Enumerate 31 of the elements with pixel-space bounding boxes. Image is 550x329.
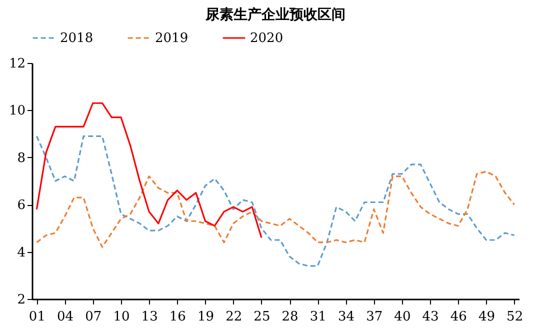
- y-tick-label: 4: [17, 245, 26, 260]
- chart-title: 尿素生产企业预收区间: [204, 6, 346, 23]
- y-tick-label: 12: [8, 56, 26, 72]
- x-tick-label: 40: [394, 310, 411, 324]
- x-tick-label: 37: [366, 310, 383, 324]
- x-tick-label: 04: [57, 310, 74, 324]
- line-series: [36, 170, 516, 248]
- x-tick-label: 28: [282, 310, 298, 324]
- y-tick-label: 2: [17, 292, 26, 308]
- x-tick-label: 34: [338, 310, 355, 324]
- x-tick-label: 13: [141, 310, 158, 324]
- x-tick-label: 22: [226, 310, 242, 324]
- legend-label: 2018: [60, 31, 94, 46]
- x-tick-label: 19: [197, 310, 214, 324]
- y-tick-label: 8: [17, 150, 26, 166]
- y-tick-label: 10: [8, 104, 26, 119]
- x-tick-label: 43: [422, 310, 439, 324]
- x-tick-label: 10: [113, 310, 130, 324]
- x-tick-label: 49: [478, 310, 495, 324]
- x-tick-label: 52: [506, 310, 524, 324]
- x-tick-label: 25: [254, 310, 270, 324]
- x-tick-label: 07: [85, 310, 102, 324]
- x-tick-label: 31: [310, 310, 326, 324]
- y-tick-label: 6: [17, 198, 26, 214]
- legend-label: 2019: [155, 31, 188, 46]
- x-tick-label: 01: [28, 310, 46, 324]
- line-series: [36, 135, 516, 267]
- line-series: [36, 102, 262, 238]
- x-tick-label: 46: [450, 310, 467, 324]
- x-tick-label: 16: [169, 310, 186, 324]
- legend-label: 2020: [250, 31, 284, 46]
